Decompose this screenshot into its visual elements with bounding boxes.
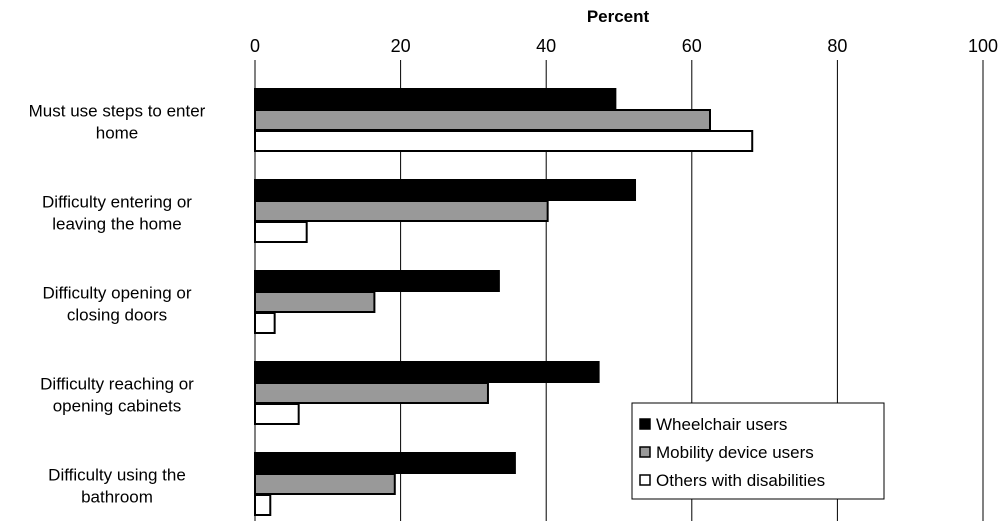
x-tick-label: 0: [250, 36, 260, 56]
bar: [254, 452, 516, 474]
category-label: Difficulty reaching or opening cabinets: [40, 375, 194, 416]
legend-label: Mobility device users: [656, 443, 814, 462]
category-label: Difficulty using the bathroom: [48, 466, 186, 507]
x-tick-label: 20: [391, 36, 411, 56]
bar: [254, 270, 500, 292]
x-tick-label: 100: [968, 36, 998, 56]
category-labels: Must use steps to enter home Difficulty en…: [29, 102, 206, 507]
category-label-line: Difficulty reaching or: [40, 375, 194, 394]
legend-swatch: [639, 474, 651, 486]
bar: [254, 88, 617, 110]
category-label-line: Difficulty opening or: [43, 284, 192, 303]
legend-label: Others with disabilities: [656, 471, 825, 490]
bars: [254, 88, 754, 516]
category-label-line: bathroom: [81, 488, 153, 507]
legend-swatch: [639, 418, 651, 430]
bar: [254, 382, 489, 404]
bar: [254, 473, 396, 495]
category-label-line: opening cabinets: [53, 397, 182, 416]
bar: [254, 312, 276, 334]
legend-label: Wheelchair users: [656, 415, 787, 434]
bar: [254, 179, 637, 201]
bar: [254, 200, 549, 222]
category-label-line: Must use steps to enter: [29, 102, 206, 121]
bar: [254, 361, 600, 383]
legend-box: [631, 402, 885, 500]
bar: [254, 109, 711, 131]
bar: [254, 494, 272, 516]
category-label-line: leaving the home: [52, 215, 181, 234]
legend: Wheelchair users Mobility device users Oth…: [631, 402, 885, 500]
x-axis-title: Percent: [587, 7, 650, 26]
category-label: Difficulty entering or leaving the home: [42, 193, 192, 234]
x-tick-labels: 0 20 40 60 80 100: [250, 36, 998, 56]
bar: [254, 291, 376, 313]
bar: [254, 130, 754, 152]
category-label-line: home: [96, 124, 139, 143]
category-label-line: Difficulty using the: [48, 466, 186, 485]
bar: [254, 403, 300, 425]
category-label: Difficulty opening or closing doors: [43, 284, 192, 325]
category-label-line: Difficulty entering or: [42, 193, 192, 212]
category-label-line: closing doors: [67, 306, 167, 325]
x-tick-label: 60: [682, 36, 702, 56]
legend-swatch: [639, 446, 651, 458]
x-tick-label: 40: [536, 36, 556, 56]
bar: [254, 221, 308, 243]
x-tick-label: 80: [827, 36, 847, 56]
category-label: Must use steps to enter home: [29, 102, 206, 143]
